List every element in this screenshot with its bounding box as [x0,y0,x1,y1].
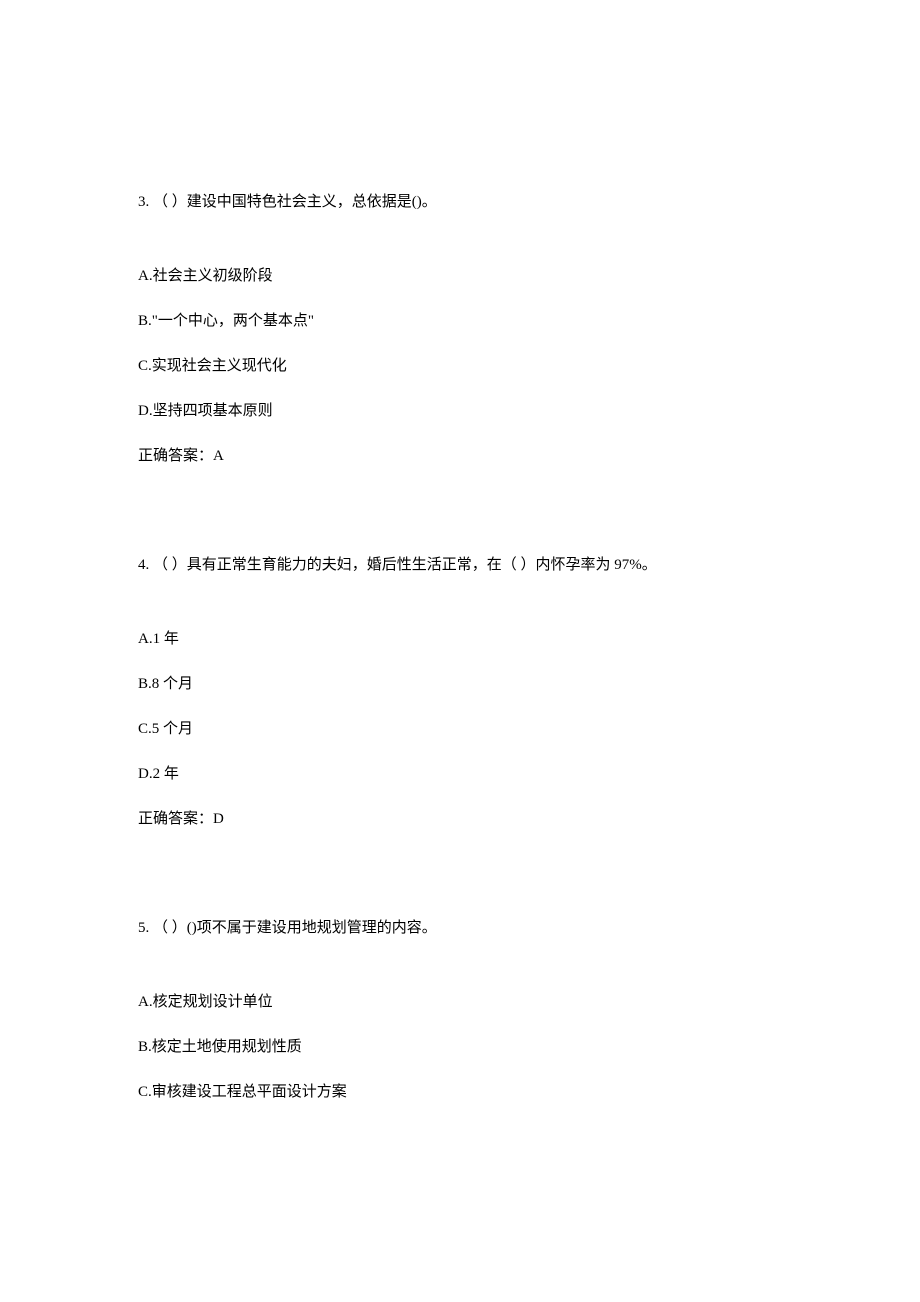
question-3-option-d: D.坚持四项基本原则 [138,399,782,423]
question-4-number: 4. [138,557,149,573]
question-3-option-a: A.社会主义初级阶段 [138,264,782,288]
question-4-text: （ ）具有正常生育能力的夫妇，婚后性生活正常，在（ ）内怀孕率为 97%。 [153,557,657,573]
question-5-text: （ ）()项不属于建设用地规划管理的内容。 [153,920,437,936]
question-3-option-b: B."一个中心，两个基本点" [138,309,782,333]
question-3-number: 3. [138,194,149,210]
question-3: 3. （ ）建设中国特色社会主义，总依据是()。 A.社会主义初级阶段 B."一… [138,190,782,468]
question-4-option-b: B.8 个月 [138,672,782,696]
question-3-prompt: 3. （ ）建设中国特色社会主义，总依据是()。 [138,190,782,214]
question-5-number: 5. [138,920,149,936]
question-4-option-d: D.2 年 [138,762,782,786]
question-4: 4. （ ）具有正常生育能力的夫妇，婚后性生活正常，在（ ）内怀孕率为 97%。… [138,553,782,831]
question-5-option-a: A.核定规划设计单位 [138,990,782,1014]
question-3-text: （ ）建设中国特色社会主义，总依据是()。 [153,194,437,210]
question-4-option-a: A.1 年 [138,627,782,651]
question-5-option-b: B.核定土地使用规划性质 [138,1035,782,1059]
question-4-prompt: 4. （ ）具有正常生育能力的夫妇，婚后性生活正常，在（ ）内怀孕率为 97%。 [138,553,782,577]
question-3-answer: 正确答案：A [138,444,782,468]
question-5-prompt: 5. （ ）()项不属于建设用地规划管理的内容。 [138,916,782,940]
question-5: 5. （ ）()项不属于建设用地规划管理的内容。 A.核定规划设计单位 B.核定… [138,916,782,1104]
question-5-option-c: C.审核建设工程总平面设计方案 [138,1080,782,1104]
question-4-option-c: C.5 个月 [138,717,782,741]
question-3-option-c: C.实现社会主义现代化 [138,354,782,378]
question-4-answer: 正确答案：D [138,807,782,831]
